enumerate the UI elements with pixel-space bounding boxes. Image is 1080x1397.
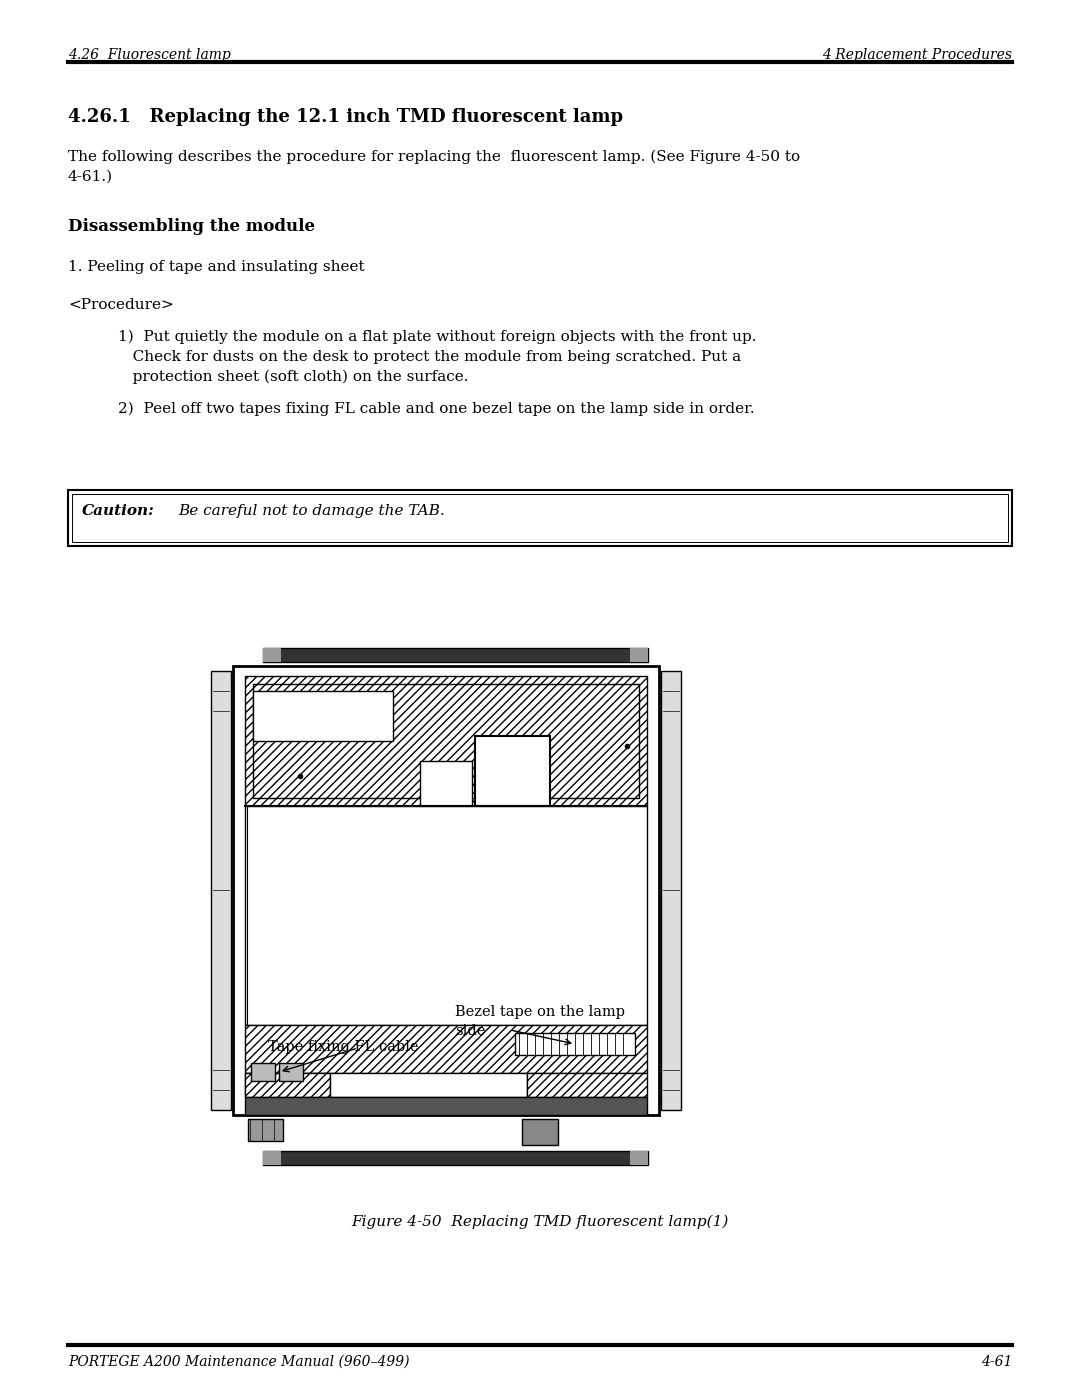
Bar bbox=[245, 676, 647, 806]
Text: <Procedure>: <Procedure> bbox=[68, 298, 174, 312]
Bar bbox=[515, 1032, 635, 1055]
Bar bbox=[68, 490, 1012, 546]
Bar bbox=[420, 761, 472, 806]
Bar bbox=[245, 1073, 330, 1097]
Bar bbox=[330, 1073, 527, 1097]
Text: 1. Peeling of tape and insulating sheet: 1. Peeling of tape and insulating sheet bbox=[68, 260, 365, 274]
Bar bbox=[245, 1073, 330, 1097]
Bar bbox=[527, 1073, 647, 1097]
Bar bbox=[630, 648, 648, 662]
Bar bbox=[245, 1097, 647, 1115]
Bar bbox=[245, 1025, 647, 1073]
Bar bbox=[264, 1151, 281, 1165]
Bar bbox=[264, 648, 281, 662]
Text: Be careful not to damage the TAB.: Be careful not to damage the TAB. bbox=[178, 504, 445, 518]
Bar bbox=[264, 648, 648, 662]
Text: PORTEGE A200 Maintenance Manual (960–499): PORTEGE A200 Maintenance Manual (960–499… bbox=[68, 1355, 409, 1369]
Bar bbox=[72, 495, 1008, 542]
Bar bbox=[245, 806, 647, 1025]
Bar bbox=[661, 671, 681, 1111]
Text: Caution:: Caution: bbox=[82, 504, 154, 518]
Text: Tape fixing FL cable: Tape fixing FL cable bbox=[268, 1039, 419, 1053]
Bar bbox=[279, 1063, 303, 1081]
Text: 4-61: 4-61 bbox=[981, 1355, 1012, 1369]
Bar bbox=[630, 1151, 648, 1165]
Text: 4-61.): 4-61.) bbox=[68, 170, 113, 184]
Text: 1)  Put quietly the module on a flat plate without foreign objects with the fron: 1) Put quietly the module on a flat plat… bbox=[118, 330, 756, 345]
Bar bbox=[253, 692, 393, 740]
Text: side: side bbox=[455, 1024, 485, 1038]
Bar bbox=[211, 671, 231, 1111]
Text: Bezel tape on the lamp: Bezel tape on the lamp bbox=[455, 1004, 625, 1018]
Bar bbox=[253, 685, 639, 798]
Text: Check for dusts on the desk to protect the module from being scratched. Put a: Check for dusts on the desk to protect t… bbox=[118, 351, 741, 365]
Bar bbox=[248, 1119, 283, 1141]
Bar bbox=[475, 736, 550, 806]
Bar bbox=[251, 1063, 275, 1081]
Text: 4 Replacement Procedures: 4 Replacement Procedures bbox=[822, 47, 1012, 61]
Bar bbox=[522, 1119, 558, 1146]
Text: The following describes the procedure for replacing the  fluorescent lamp. (See : The following describes the procedure fo… bbox=[68, 149, 800, 165]
Text: Disassembling the module: Disassembling the module bbox=[68, 218, 315, 235]
Text: Figure 4-50  Replacing TMD fluorescent lamp(1): Figure 4-50 Replacing TMD fluorescent la… bbox=[351, 1215, 729, 1229]
Text: 4.26  Fluorescent lamp: 4.26 Fluorescent lamp bbox=[68, 47, 231, 61]
Text: 4.26.1   Replacing the 12.1 inch TMD fluorescent lamp: 4.26.1 Replacing the 12.1 inch TMD fluor… bbox=[68, 108, 623, 126]
Text: protection sheet (soft cloth) on the surface.: protection sheet (soft cloth) on the sur… bbox=[118, 370, 469, 384]
Bar bbox=[264, 1151, 648, 1165]
Text: 2)  Peel off two tapes fixing FL cable and one bezel tape on the lamp side in or: 2) Peel off two tapes fixing FL cable an… bbox=[118, 402, 755, 416]
Bar bbox=[233, 666, 659, 1115]
